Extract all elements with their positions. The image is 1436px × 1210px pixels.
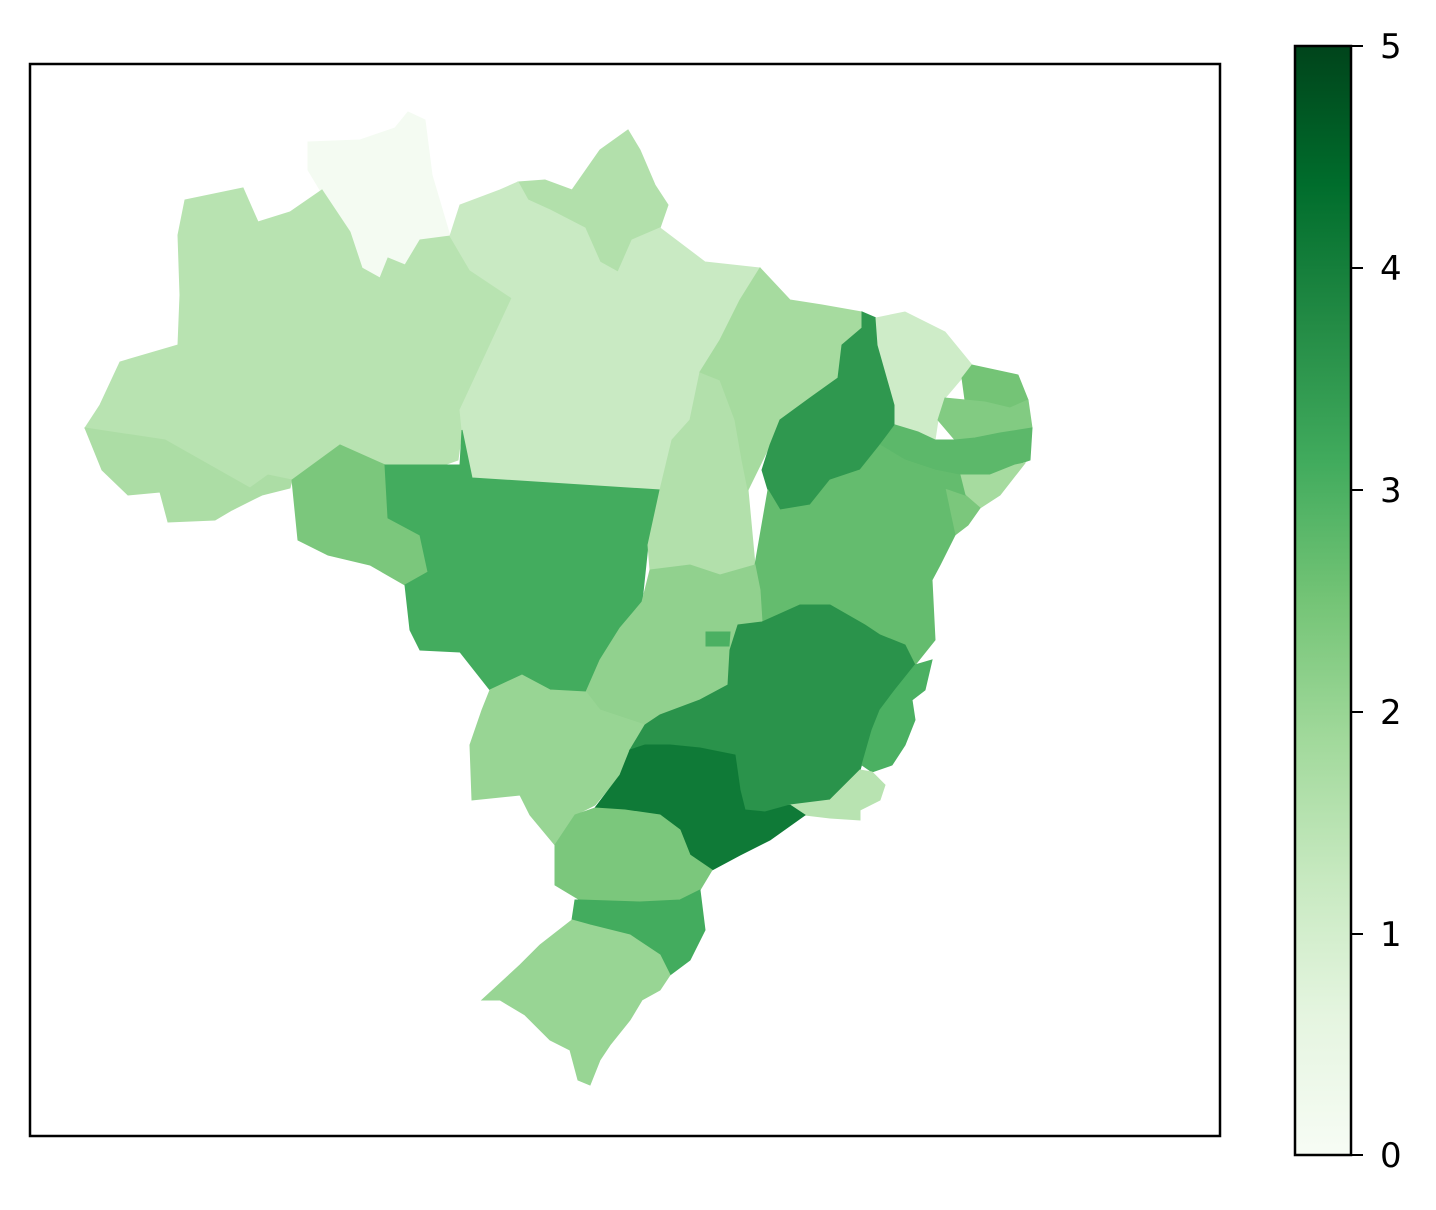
region-RJ[interactable] [788, 769, 886, 821]
region-RS[interactable] [480, 919, 671, 1086]
states-layer [84, 111, 1033, 1086]
region-DF[interactable] [705, 631, 731, 647]
colorbar-tick-label-1: 1 [1380, 915, 1402, 955]
colorbar-ticks: 5 4 3 2 1 0 [1351, 27, 1402, 1176]
colorbar-tick-label-2: 2 [1380, 693, 1402, 733]
region-PR[interactable] [554, 807, 713, 903]
region-ES[interactable] [861, 659, 933, 773]
colorbar-tick-label-0: 0 [1380, 1136, 1402, 1176]
region-MS[interactable] [469, 674, 646, 846]
colorbar-tick-label-5: 5 [1380, 27, 1402, 67]
colorbar-tick-label-4: 4 [1380, 249, 1402, 289]
region-AC[interactable] [84, 427, 293, 523]
colorbar [1293, 44, 1353, 1157]
colorbar-tick-label-3: 3 [1380, 471, 1402, 511]
